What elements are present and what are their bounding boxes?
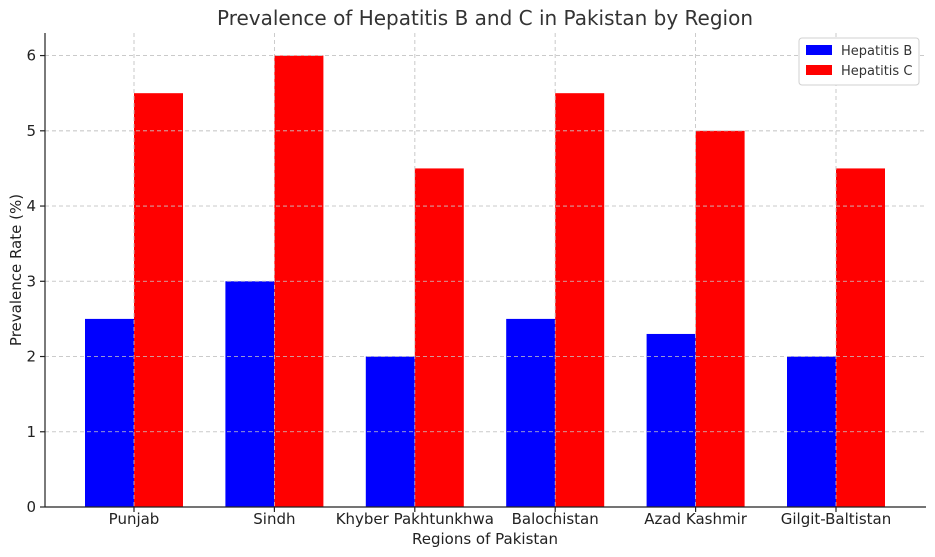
hepatitis-b-bar [506, 318, 556, 507]
y-tick-label: 0 [26, 498, 36, 516]
legend-label: Hepatitis B [841, 44, 912, 59]
x-tick-label: Azad Kashmir [644, 510, 747, 528]
hepatitis-c-bar [414, 168, 464, 507]
hepatitis-c-bar [555, 93, 605, 507]
y-tick-label: 2 [26, 348, 36, 366]
hepatitis-c-bar [695, 130, 745, 508]
x-tick-label: Punjab [109, 510, 160, 528]
legend-swatch [806, 45, 832, 55]
x-tick-label: Khyber Pakhtunkhwa [336, 510, 494, 528]
legend-swatch [806, 65, 832, 75]
y-tick-label: 4 [26, 197, 36, 215]
hepatitis-c-bar [836, 168, 885, 507]
grid-lines-overlay [45, 33, 926, 507]
y-tick-label: 3 [26, 272, 36, 290]
legend: Hepatitis B Hepatitis C [798, 37, 920, 86]
x-tick-label: Gilgit-Baltistan [781, 510, 892, 528]
y-tick-label: 5 [26, 122, 36, 140]
tick-labels: 0 1 2 3 4 5 6 Punjab Sindh Khyber Pakhtunkhwa Balo… [26, 47, 891, 528]
axes [44, 33, 926, 508]
y-tick-label: 1 [26, 423, 36, 441]
chart-title: Prevalence of Hepatitis B and C in Pakis… [217, 6, 753, 30]
hepatitis-b-bar [225, 281, 275, 507]
hepatitis-c-bar [134, 93, 183, 507]
x-axis-label: Regions of Pakistan [412, 530, 558, 548]
y-tick-label: 6 [26, 47, 36, 65]
hepatitis-b-bar [646, 333, 696, 507]
x-tick-label: Balochistan [512, 510, 599, 528]
bars [85, 55, 885, 508]
x-tick-label: Sindh [253, 510, 295, 528]
hepatitis-b-bar [85, 318, 134, 507]
legend-label: Hepatitis C [841, 64, 912, 79]
y-axis-label: Prevalence Rate (%) [7, 194, 25, 346]
